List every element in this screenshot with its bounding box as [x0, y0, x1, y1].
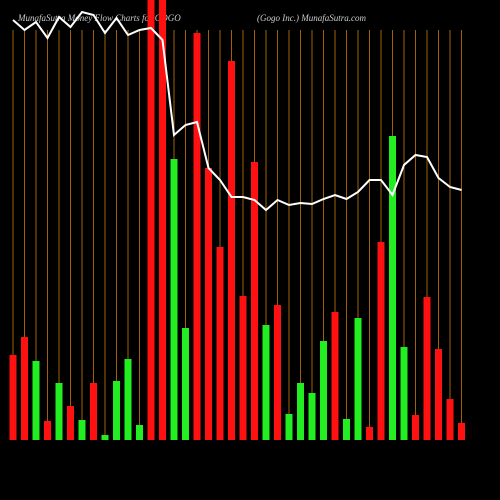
bar — [435, 349, 442, 440]
chart-title: MunafaSutra Money Flow Charts for GOGO — [17, 13, 181, 23]
bar — [9, 355, 17, 440]
bar — [331, 312, 339, 440]
bar — [55, 383, 63, 440]
bar — [193, 33, 201, 440]
bar — [366, 427, 373, 440]
bar — [274, 305, 281, 440]
bar — [159, 0, 166, 440]
bar — [343, 419, 350, 440]
bar — [228, 61, 235, 440]
bar — [423, 297, 431, 440]
price-line — [12, 10, 462, 212]
bar — [354, 318, 362, 440]
bar — [308, 393, 316, 440]
bar — [389, 136, 396, 440]
bar — [285, 414, 293, 440]
bar — [239, 296, 247, 440]
bar — [458, 423, 465, 440]
bar — [377, 242, 385, 440]
bar — [400, 347, 408, 440]
bar — [147, 0, 155, 440]
bar — [182, 328, 189, 440]
bar — [251, 162, 258, 440]
bar — [32, 361, 40, 440]
bar — [124, 359, 132, 440]
bar — [216, 247, 224, 440]
bar — [205, 168, 212, 440]
bar — [21, 337, 28, 440]
chart-subtitle: (Gogo Inc.) MunafaSutra.com — [257, 13, 366, 23]
bar — [136, 425, 143, 440]
bar — [101, 435, 109, 440]
bar — [44, 421, 51, 440]
bar — [320, 341, 327, 440]
bar — [113, 381, 120, 440]
bar — [67, 406, 74, 440]
bar — [262, 325, 270, 440]
bar — [412, 415, 419, 440]
bar — [446, 399, 454, 440]
bar — [90, 383, 97, 440]
bar — [297, 383, 304, 440]
bar — [170, 159, 178, 440]
bar — [78, 420, 86, 440]
